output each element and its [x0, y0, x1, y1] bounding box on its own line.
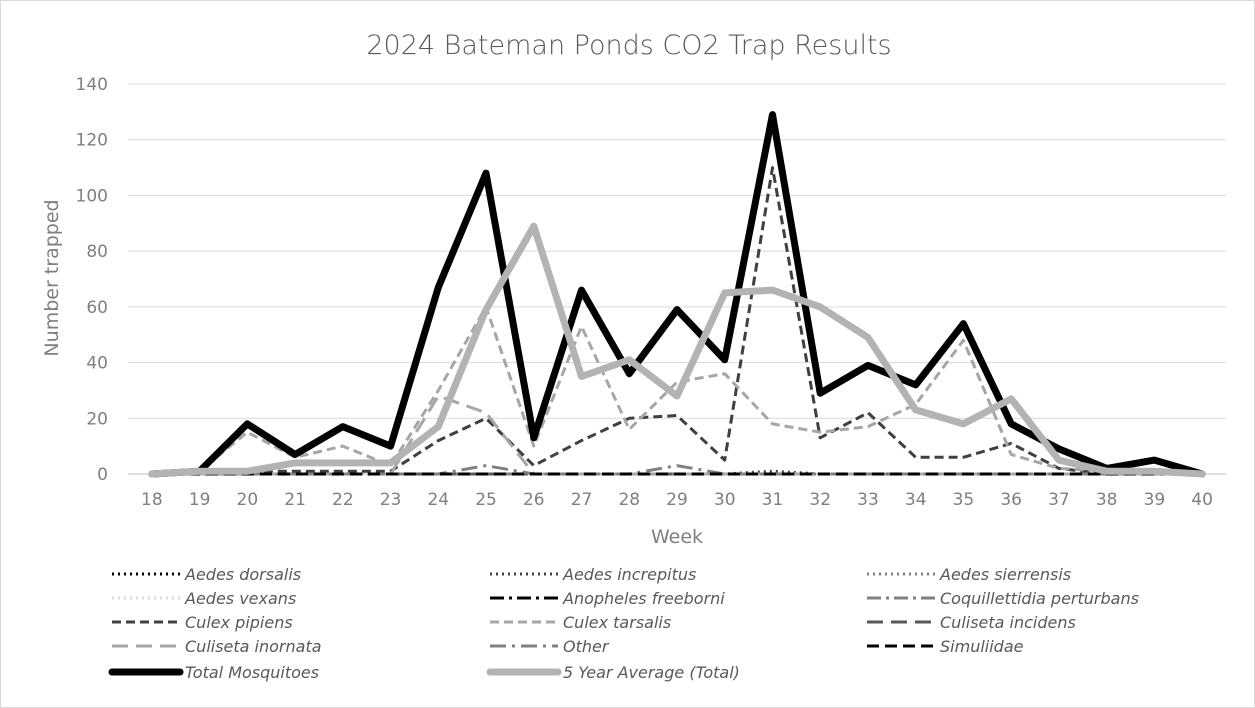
legend-label: Simuliidae: [940, 637, 1024, 656]
x-axis-ticks: 18 19 20 21 22 23 24 25 26 27 28 29 30 31 32 33 34 35 36 37…: [141, 490, 1213, 510]
chart-title: 2024 Bateman Ponds CO2 Trap Results: [366, 30, 891, 61]
x-tick-label: 23: [380, 490, 402, 510]
series-line-culex-tarsalis: [151, 305, 1203, 476]
y-tick-label: 100: [76, 186, 108, 206]
legend-entry-aedes-sierrensis: Aedes sierrensis: [867, 565, 1071, 584]
y-tick-label: 80: [86, 242, 108, 262]
legend-entry-total-mosquitoes: Total Mosquitoes: [108, 663, 319, 682]
x-tick-label: 37: [1048, 490, 1070, 510]
legend-label: Culiseta incidens: [940, 613, 1076, 632]
legend-label: Aedes dorsalis: [184, 565, 301, 584]
y-tick-label: 0: [97, 465, 108, 485]
x-tick-label: 39: [1144, 490, 1166, 510]
legend-entry-5-year-average-total: 5 Year Average (Total): [486, 663, 740, 682]
x-axis-title: Week: [651, 526, 703, 548]
y-tick-label: 20: [86, 409, 108, 429]
legend-label: Culex pipiens: [185, 613, 293, 632]
legend-entry-aedes-vexans: Aedes vexans: [112, 589, 296, 608]
series-line-total-mosquitoes: [148, 111, 1206, 478]
x-tick-label: 18: [141, 490, 163, 510]
legend-label: Total Mosquitoes: [185, 663, 319, 682]
y-tick-label: 60: [86, 298, 108, 318]
legend-label: Culiseta inornata: [185, 637, 322, 656]
y-axis-ticks: 0 20 40 60 80 100 120 140: [76, 75, 108, 485]
legend-entry-anopheles-freeborni: Anopheles freeborni: [490, 589, 725, 608]
y-axis-title: Number trapped: [41, 199, 63, 356]
legend-entry-culex-pipiens: Culex pipiens: [112, 613, 293, 632]
y-tick-label: 140: [76, 75, 108, 95]
legend-label: Aedes sierrensis: [939, 565, 1071, 584]
x-tick-label: 20: [237, 490, 259, 510]
x-tick-label: 25: [475, 490, 497, 510]
x-tick-label: 40: [1191, 490, 1213, 510]
y-tick-label: 40: [86, 354, 108, 374]
legend-entry-culex-tarsalis: Culex tarsalis: [490, 613, 671, 632]
x-tick-label: 22: [332, 490, 354, 510]
legend-label: Coquillettidia perturbans: [940, 589, 1139, 608]
x-tick-label: 36: [1000, 490, 1022, 510]
x-tick-label: 24: [427, 490, 449, 510]
x-tick-label: 38: [1096, 490, 1118, 510]
x-tick-label: 31: [762, 490, 784, 510]
series-lines: [148, 111, 1206, 478]
x-tick-label: 33: [857, 490, 879, 510]
legend-entry-culiseta-inornata: Culiseta inornata: [112, 637, 322, 656]
legend-entry-aedes-increpitus: Aedes increpitus: [490, 565, 696, 584]
x-tick-label: 26: [523, 490, 545, 510]
x-tick-label: 30: [714, 490, 736, 510]
x-tick-label: 28: [618, 490, 640, 510]
y-tick-label: 120: [76, 131, 108, 151]
legend-label: Other: [563, 637, 610, 656]
legend-label: Aedes vexans: [184, 589, 296, 608]
legend-label: Aedes increpitus: [562, 565, 696, 584]
x-tick-label: 27: [571, 490, 593, 510]
x-tick-label: 29: [666, 490, 688, 510]
legend-label: Culex tarsalis: [563, 613, 671, 632]
legend-entry-other: Other: [490, 637, 610, 656]
legend-entry-simuliidae: Simuliidae: [867, 637, 1024, 656]
series-line-culex-pipiens: [151, 166, 1203, 476]
legend-label: Anopheles freeborni: [562, 589, 725, 608]
legend-entry-coquillettidia-perturbans: Coquillettidia perturbans: [867, 589, 1139, 608]
x-tick-label: 35: [953, 490, 975, 510]
x-tick-label: 19: [189, 490, 211, 510]
series-line-5-year-average-total: [148, 222, 1206, 478]
legend-entry-culiseta-incidens: Culiseta incidens: [867, 613, 1076, 632]
x-tick-label: 34: [905, 490, 927, 510]
x-tick-label: 21: [284, 490, 306, 510]
legend-label: 5 Year Average (Total): [563, 663, 740, 682]
legend-entry-aedes-dorsalis: Aedes dorsalis: [112, 565, 301, 584]
x-tick-label: 32: [809, 490, 831, 510]
legend: Aedes dorsalis Aedes increpitus Aedes sier…: [108, 565, 1139, 682]
